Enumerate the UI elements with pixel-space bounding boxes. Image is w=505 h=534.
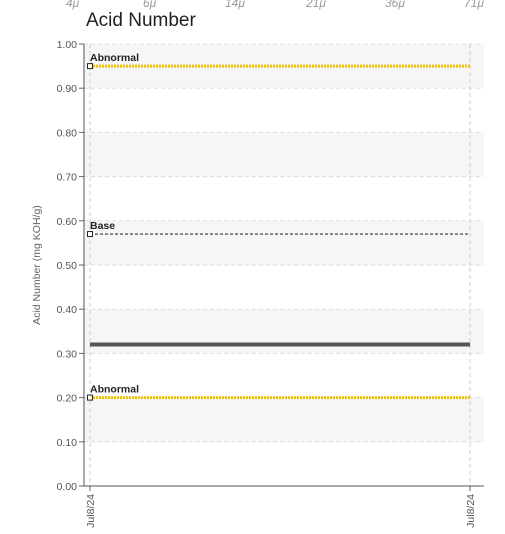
grid-band [84,397,484,442]
reference-label: Abnormal [90,384,139,396]
x-tick-label: Jul8/24 [465,494,477,528]
top-tick-label: 14μ [225,0,245,10]
reference-marker [87,63,93,70]
reference-marker [87,394,93,401]
top-tick-label: 21μ [306,0,326,10]
y-tick-label: 1.00 [57,39,78,51]
y-tick-label: 0.60 [57,216,78,228]
y-tick-label: 0.70 [57,172,78,184]
y-tick-label: 0.00 [57,481,78,493]
y-tick-label: 0.90 [57,83,78,95]
y-tick-label: 0.50 [57,260,78,272]
x-tick-label: Jul8/24 [85,494,97,528]
y-tick-label: 0.40 [57,304,78,316]
top-tick-label: 36μ [385,0,405,10]
grid-band [84,132,484,177]
top-tick-label: 6μ [143,0,157,10]
grid-band [84,309,484,354]
top-tick-label: 4μ [66,0,80,10]
y-tick-label: 0.20 [57,393,78,405]
y-axis-title: Acid Number (mg KOH/g) [31,205,43,325]
y-tick-label: 0.10 [57,437,78,449]
top-tick-label: 71μ [464,0,484,10]
grid-band [84,220,484,265]
reference-marker [87,231,93,238]
y-tick-label: 0.80 [57,127,78,139]
chart-title: Acid Number [86,10,196,31]
reference-label: Base [90,220,115,232]
reference-label: Abnormal [90,52,139,64]
y-tick-label: 0.30 [57,348,78,360]
